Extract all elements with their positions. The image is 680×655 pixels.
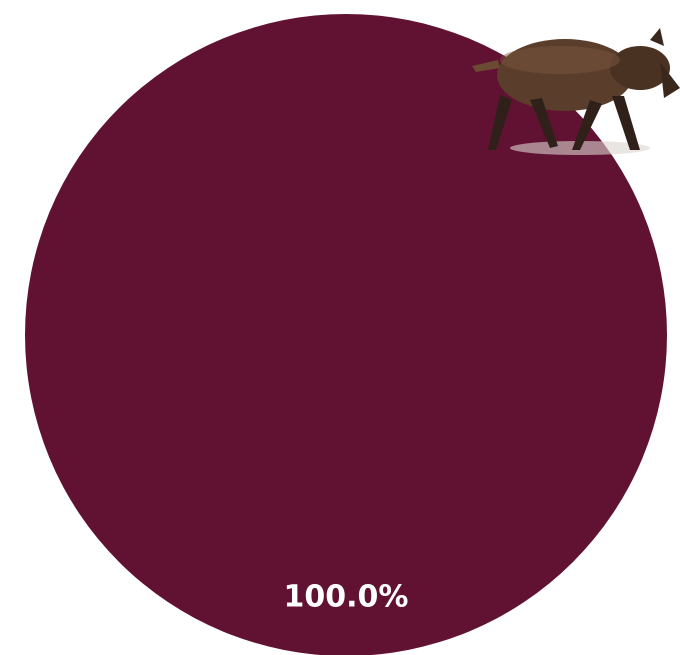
- pie: [25, 14, 667, 655]
- pie-slice: [25, 14, 667, 655]
- data-label: 100.0%: [284, 580, 409, 615]
- boar-image: [472, 28, 680, 155]
